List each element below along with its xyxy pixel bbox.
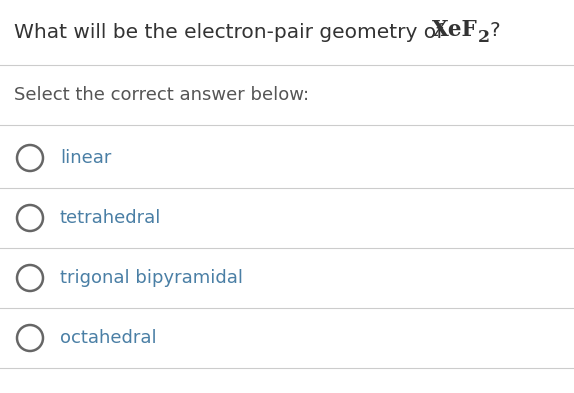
Text: linear: linear (60, 149, 111, 167)
Text: trigonal bipyramidal: trigonal bipyramidal (60, 269, 243, 287)
Text: octahedral: octahedral (60, 329, 157, 347)
Text: tetrahedral: tetrahedral (60, 209, 161, 227)
Text: Select the correct answer below:: Select the correct answer below: (14, 86, 309, 104)
Text: ?: ? (490, 20, 501, 40)
Text: What will be the electron-pair geometry of: What will be the electron-pair geometry … (14, 22, 449, 42)
Text: XeF: XeF (432, 19, 478, 41)
Text: 2: 2 (478, 29, 490, 46)
